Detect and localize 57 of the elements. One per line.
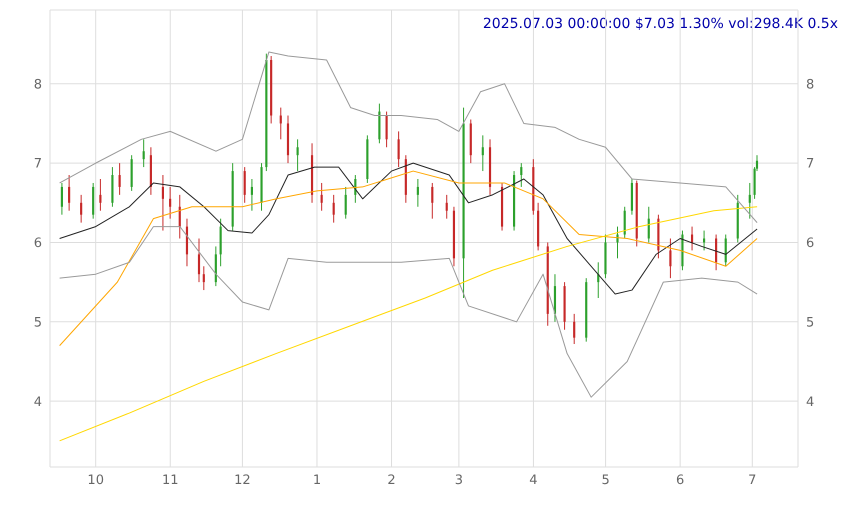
line-series — [59, 52, 758, 224]
x-tick-label: 1 — [312, 473, 322, 488]
candlestick — [344, 186, 347, 220]
x-tick-label: 2 — [387, 473, 396, 488]
y2-tick-label: 6 — [806, 236, 814, 252]
candlestick — [398, 130, 400, 168]
text: 2025.07.03 00:00:00 $7.03 1.30% vol:298.4K 0.5x — [482, 16, 838, 32]
candlestick — [332, 194, 335, 224]
x-tick-label: 11 — [162, 473, 179, 488]
candlestick — [280, 107, 282, 140]
candlestick — [169, 186, 172, 220]
y-tick-label: 7 — [34, 156, 42, 172]
candlestick — [416, 178, 419, 208]
candlestick — [669, 238, 672, 279]
candlestick — [202, 266, 205, 291]
candlestick — [250, 178, 253, 212]
candlestick — [573, 313, 576, 345]
candlestick — [99, 178, 102, 212]
candlestick — [244, 166, 246, 204]
candlestick — [624, 206, 626, 239]
candlestick — [162, 174, 164, 232]
candlestick — [702, 230, 706, 251]
x-tick-label: 6 — [676, 473, 684, 488]
candlestick — [748, 182, 751, 220]
candlestick — [597, 262, 600, 299]
y-tick-label: 5 — [34, 315, 42, 330]
x-tick-label: 5 — [601, 473, 610, 488]
candlestick — [431, 182, 434, 220]
candlestick — [724, 234, 727, 267]
x-tick-label: 3 — [454, 473, 464, 488]
x-tick-label: 7 — [748, 473, 756, 488]
candlestick — [118, 162, 121, 196]
x-tick-label: 12 — [234, 473, 251, 488]
candlestick — [320, 182, 323, 212]
candlestick — [482, 134, 484, 172]
candlestick — [142, 138, 145, 168]
candlestick — [648, 206, 650, 243]
y-tick-label: 8 — [34, 77, 42, 92]
candlestick — [520, 162, 522, 188]
y2-tick-label: 5 — [806, 315, 814, 330]
y-tick-label: 4 — [34, 394, 42, 410]
candlestick — [690, 226, 694, 251]
candlestick — [60, 182, 63, 216]
y2-tick-label: 8 — [806, 77, 814, 92]
line-series — [59, 206, 758, 442]
line-series — [59, 162, 758, 295]
candlestick — [178, 194, 181, 239]
line-series — [59, 170, 758, 346]
x-tick-label: 4 — [529, 473, 538, 488]
candlestick — [446, 194, 448, 220]
y-tick-label: 6 — [34, 236, 42, 252]
y2-tick-label: 4 — [806, 394, 814, 410]
y2-tick-label: 7 — [806, 156, 814, 172]
candlestick — [386, 111, 388, 148]
x-tick-label: 10 — [87, 473, 104, 488]
candlestick — [198, 238, 200, 283]
candlestick — [68, 174, 70, 212]
